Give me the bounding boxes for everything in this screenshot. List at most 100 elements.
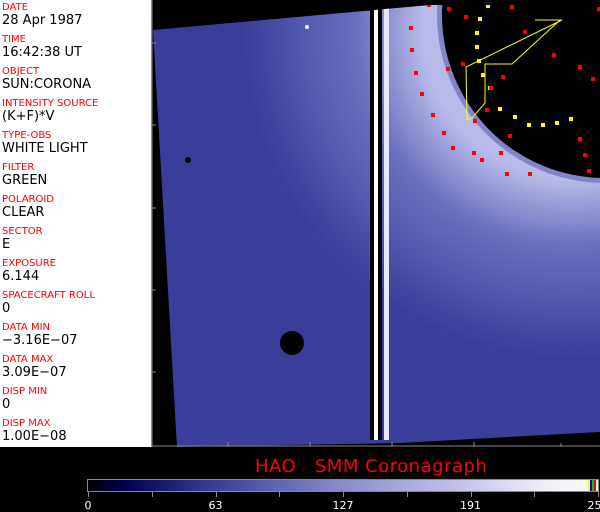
field-label: DATA MIN — [2, 322, 50, 333]
marker-dot — [442, 131, 446, 135]
field-label: SPACECRAFT ROLL — [2, 290, 95, 301]
colorbar-tick — [88, 492, 89, 497]
marker-dot — [578, 65, 582, 69]
field-label: DATE — [2, 2, 29, 13]
colorbar — [87, 479, 599, 492]
marker-dot — [473, 119, 477, 123]
field-value: 28 Apr 1987 — [2, 13, 83, 28]
pylon-edge — [384, 5, 389, 440]
field-label: DISP MIN — [2, 386, 48, 397]
marker-dot — [464, 15, 468, 19]
field-value: 6.144 — [2, 269, 40, 284]
marker-dot — [480, 158, 484, 162]
marker-dot — [414, 71, 418, 75]
marker-dot — [541, 123, 545, 127]
marker-dot — [489, 86, 493, 90]
marker-dot — [569, 117, 573, 121]
marker-dot — [451, 146, 455, 150]
field-value: (K+F)*V — [2, 109, 55, 124]
small-dark-spot — [185, 157, 191, 163]
marker-dot — [447, 7, 451, 11]
marker-dot — [481, 73, 485, 77]
marker-dot — [527, 123, 531, 127]
field-label: EXPOSURE — [2, 258, 57, 269]
pylon-highlight — [374, 5, 378, 440]
field-value: WHITE LIGHT — [2, 141, 88, 156]
field-label: DISP MAX — [2, 418, 51, 429]
field-label: TIME — [2, 34, 27, 45]
marker-dot — [583, 153, 587, 157]
colorbar-tick — [343, 492, 344, 497]
colorbar-tick — [406, 492, 408, 497]
marker-dot — [472, 151, 476, 155]
colorbar-stripe-blue — [590, 480, 592, 491]
colorbar-tick — [279, 492, 281, 497]
colorbar-tick-label: 191 — [460, 499, 481, 512]
occulter-markers — [409, 5, 600, 176]
field-label: POLAROID — [2, 194, 55, 205]
marker-dot — [513, 115, 517, 119]
marker-dot — [475, 45, 479, 49]
marker-dot — [510, 5, 514, 9]
field-label: OBJECT — [2, 66, 40, 77]
marker-dot — [409, 26, 413, 30]
marker-dot — [478, 17, 482, 21]
marker-dot — [591, 77, 595, 81]
marker-dot — [498, 107, 502, 111]
colorbar-stripe-green — [592, 480, 594, 491]
field-label: FILTER — [2, 162, 35, 173]
marker-dot — [523, 30, 527, 34]
field-label: DATA MAX — [2, 354, 54, 365]
marker-dot — [552, 53, 556, 57]
colorbar-tick-label: 63 — [208, 499, 223, 512]
colorbar-tick — [534, 492, 536, 497]
marker-dot — [501, 75, 505, 79]
colorbar-tick — [151, 492, 153, 497]
field-value: 1.00E−08 — [2, 429, 67, 444]
colorbar-tick — [598, 492, 599, 497]
marker-dot — [446, 67, 450, 71]
colorbar-stripe-yellow — [588, 480, 590, 491]
colorbar-tick — [470, 492, 472, 497]
plot-title: HAO SMM Coronagraph — [255, 456, 488, 477]
colorbar-tick-label: 0 — [84, 499, 92, 512]
marker-dot — [508, 134, 512, 138]
colorbar-tick-label: 127 — [332, 499, 354, 512]
marker-dot — [528, 172, 532, 176]
field-value: 16:42:38 UT — [2, 45, 82, 60]
field-label: SECTOR — [2, 226, 43, 237]
field-value: E — [2, 237, 11, 252]
occulter-disk — [442, 5, 600, 178]
field-value: 0 — [2, 397, 11, 412]
colorbar-stripe-red — [594, 480, 596, 491]
marker-dot — [420, 92, 424, 96]
marker-dot — [486, 5, 490, 8]
field-value: SUN:CORONA — [2, 77, 92, 92]
frame-ticks — [152, 0, 600, 447]
field-value: CLEAR — [2, 205, 45, 220]
marker-dot — [499, 151, 503, 155]
marker-dot — [505, 172, 509, 176]
dark-spot — [280, 331, 304, 355]
coronagraph-image — [152, 0, 600, 447]
marker-dot — [578, 137, 582, 141]
colorbar-tick — [215, 492, 217, 497]
marker-dot — [427, 5, 431, 7]
marker-dot — [410, 48, 414, 52]
field-label: TYPE-OBS — [2, 130, 52, 141]
pylon-outline — [465, 19, 563, 121]
info-panel: DATE 28 Apr 1987 TIME 16:42:38 UT OBJECT SUN:… — [0, 0, 152, 447]
marker-dot — [431, 113, 435, 117]
field-value: 0 — [2, 301, 11, 316]
field-value: −3.16E−07 — [2, 333, 78, 348]
marker-dot — [475, 31, 479, 35]
field-label: INTENSITY SOURCE — [2, 98, 99, 109]
marker-dot — [587, 169, 591, 173]
field-value: 3.09E−07 — [2, 365, 67, 380]
bright-spot — [305, 25, 309, 29]
marker-dot — [485, 108, 489, 112]
field-value: GREEN — [2, 173, 48, 188]
marker-dot — [597, 7, 600, 11]
marker-dot — [461, 62, 465, 66]
marker-dot — [555, 121, 559, 125]
